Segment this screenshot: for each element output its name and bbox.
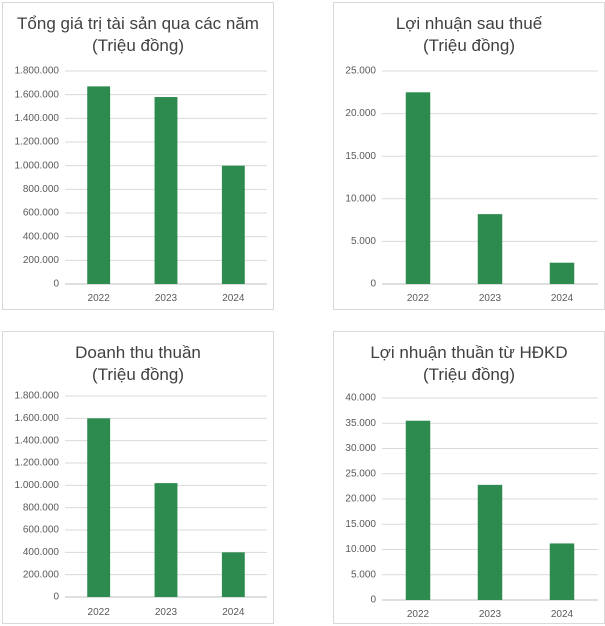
y-tick-label: 400.000 <box>23 231 60 242</box>
bar <box>221 165 245 284</box>
chart-subtitle: (Triệu đồng) <box>92 365 184 384</box>
bar <box>154 97 178 285</box>
y-tick-label: 0 <box>53 592 59 603</box>
x-tick-label: 2022 <box>407 609 430 620</box>
y-tick-label: 20.000 <box>345 108 376 119</box>
y-tick-label: 35.000 <box>345 418 376 429</box>
x-tick-label: 2024 <box>551 293 574 304</box>
y-tick-label: 25.000 <box>345 66 376 77</box>
y-tick-label: 15.000 <box>345 519 376 530</box>
chart-profit-after-tax: Lợi nhuận sau thuế (Triệu đồng) 0 5.000 10.0… <box>333 2 605 310</box>
x-tick-label: 2023 <box>155 607 178 618</box>
y-tick-label: 5.000 <box>351 236 376 247</box>
y-tick-label: 10.000 <box>345 193 376 204</box>
y-tick-label: 1.000.000 <box>15 160 60 171</box>
x-tick-label: 2022 <box>88 607 111 618</box>
bar <box>405 420 431 600</box>
x-tick-label: 2022 <box>407 293 430 304</box>
y-tick-label: 600.000 <box>23 525 60 536</box>
y-tick-label: 400.000 <box>23 547 60 558</box>
chart-title: Tổng giá trị tài sản qua các năm <box>17 14 259 33</box>
chart-subtitle: (Triệu đồng) <box>423 36 515 55</box>
x-tick-label: 2022 <box>88 293 111 304</box>
chart-title: Doanh thu thuần <box>75 343 201 362</box>
x-tick-label: 2023 <box>479 293 502 304</box>
y-tick-label: 1.600.000 <box>15 89 60 100</box>
y-tick-label: 5.000 <box>351 569 376 580</box>
y-tick-label: 600.000 <box>23 208 60 219</box>
chart-svg: Tổng giá trị tài sản qua các năm (Triệu đ… <box>15 14 267 304</box>
chart-subtitle: (Triệu đồng) <box>92 36 184 55</box>
bar <box>477 484 503 600</box>
bar <box>549 543 575 600</box>
y-tick-label: 1.400.000 <box>15 113 60 124</box>
bar <box>221 552 245 597</box>
y-tick-label: 0 <box>53 279 59 290</box>
bar <box>87 86 111 284</box>
y-tick-label: 1.600.000 <box>15 413 60 424</box>
y-tick-label: 0 <box>370 279 376 290</box>
y-tick-label: 1.400.000 <box>15 435 60 446</box>
bar <box>87 418 111 597</box>
chart-net-revenue: Doanh thu thuần (Triệu đồng) 0 200.000 400.0… <box>2 331 274 624</box>
chart-title: Lợi nhuận sau thuế <box>396 14 543 33</box>
chart-svg: Lợi nhuận thuần từ HĐKD (Triệu đồng) 0 5.00… <box>345 343 598 620</box>
chart-operating-profit: Lợi nhuận thuần từ HĐKD (Triệu đồng) 0 5.00… <box>333 331 605 624</box>
y-tick-label: 0 <box>370 595 376 606</box>
y-tick-label: 1.200.000 <box>15 137 60 148</box>
y-tick-label: 20.000 <box>345 494 376 505</box>
y-tick-label: 1.200.000 <box>15 458 60 469</box>
chart-title: Lợi nhuận thuần từ HĐKD <box>370 343 567 362</box>
chart-total-assets: Tổng giá trị tài sản qua các năm (Triệu đ… <box>2 2 274 310</box>
y-tick-label: 10.000 <box>345 544 376 555</box>
bar <box>154 483 178 597</box>
y-tick-label: 800.000 <box>23 502 60 513</box>
y-tick-label: 40.000 <box>345 393 376 404</box>
bar <box>477 214 503 284</box>
chart-subtitle: (Triệu đồng) <box>423 365 515 384</box>
x-tick-label: 2024 <box>222 607 245 618</box>
x-tick-label: 2024 <box>551 609 574 620</box>
y-tick-label: 200.000 <box>23 569 60 580</box>
y-tick-label: 25.000 <box>345 468 376 479</box>
chart-svg: Doanh thu thuần (Triệu đồng) 0 200.000 400.0… <box>15 343 267 618</box>
y-tick-label: 800.000 <box>23 184 60 195</box>
y-tick-label: 1.000.000 <box>15 480 60 491</box>
x-tick-label: 2024 <box>222 293 245 304</box>
bar <box>549 262 575 284</box>
y-tick-label: 200.000 <box>23 255 60 266</box>
bar <box>405 92 431 284</box>
y-tick-label: 15.000 <box>345 151 376 162</box>
x-tick-label: 2023 <box>155 293 178 304</box>
chart-svg: Lợi nhuận sau thuế (Triệu đồng) 0 5.000 10.0… <box>345 14 598 304</box>
y-tick-label: 1.800.000 <box>15 66 60 77</box>
y-tick-label: 1.800.000 <box>15 391 60 402</box>
x-tick-label: 2023 <box>479 609 502 620</box>
y-tick-label: 30.000 <box>345 443 376 454</box>
